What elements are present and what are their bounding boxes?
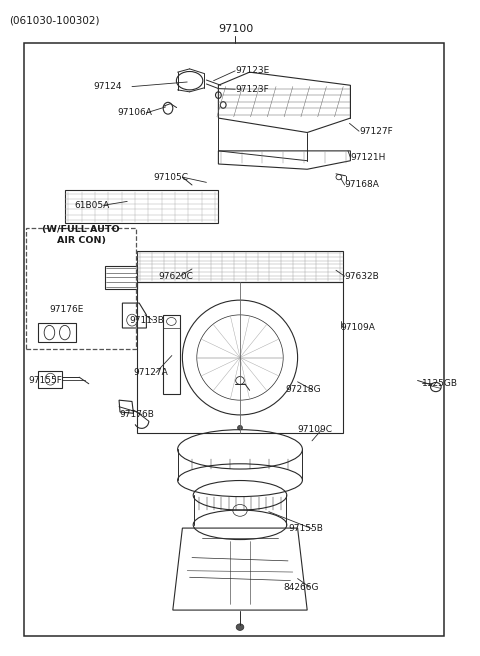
Text: (W/FULL AUTO
AIR CON): (W/FULL AUTO AIR CON)	[42, 225, 120, 245]
Text: 97168A: 97168A	[345, 180, 380, 190]
Text: 97218G: 97218G	[286, 385, 321, 394]
Text: 61B05A: 61B05A	[74, 201, 109, 210]
Text: 84266G: 84266G	[283, 583, 319, 592]
Text: 97176E: 97176E	[49, 305, 84, 314]
Text: 1125GB: 1125GB	[422, 379, 458, 388]
Bar	[26, 228, 136, 349]
Text: 97155F: 97155F	[29, 376, 63, 385]
Ellipse shape	[238, 426, 242, 430]
Text: 97123F: 97123F	[235, 85, 269, 94]
Text: 97100: 97100	[218, 24, 253, 34]
Text: 97124: 97124	[94, 82, 122, 91]
Text: 97155B: 97155B	[288, 524, 323, 533]
Text: 97176B: 97176B	[119, 410, 154, 419]
Text: (061030-100302): (061030-100302)	[10, 16, 100, 26]
Text: 97632B: 97632B	[345, 272, 379, 281]
Text: 97106A: 97106A	[118, 108, 153, 117]
Text: 97105C: 97105C	[154, 173, 189, 182]
Text: 97109C: 97109C	[298, 425, 333, 434]
Text: 97127A: 97127A	[133, 368, 168, 377]
Text: 97113B: 97113B	[130, 316, 165, 325]
Text: 97123E: 97123E	[235, 66, 269, 75]
Text: 97127F: 97127F	[359, 127, 393, 136]
Text: 97109A: 97109A	[341, 323, 376, 333]
Text: 97620C: 97620C	[158, 272, 193, 281]
Text: 97121H: 97121H	[350, 153, 386, 162]
Ellipse shape	[236, 624, 244, 630]
Bar	[24, 43, 444, 636]
